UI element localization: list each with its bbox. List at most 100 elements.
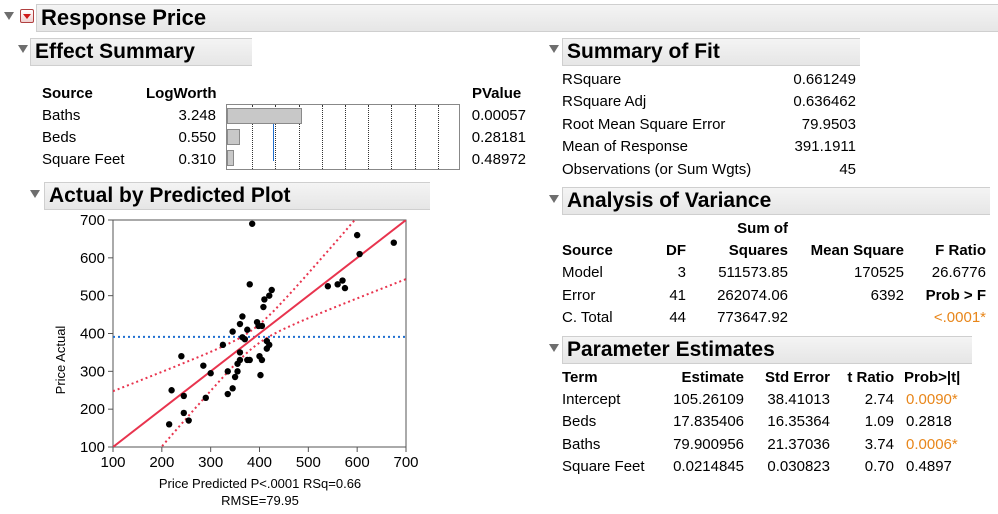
x-tick-label: 100: [100, 454, 125, 471]
data-point: [258, 322, 266, 330]
logworth-bar: [227, 129, 240, 145]
data-point: [244, 326, 251, 333]
data-point: [248, 220, 256, 227]
effect-pvalue: 0.48972: [471, 151, 526, 168]
y-axis-label: Price Actual: [53, 326, 68, 395]
data-point: [258, 356, 266, 364]
anova-header-ss-top[interactable]: Sum of: [737, 220, 788, 237]
collapse-triangle-icon[interactable]: [30, 190, 40, 198]
anova-df: 41: [669, 287, 686, 304]
anova-header-df[interactable]: DF: [666, 242, 686, 259]
anova-prob-f-label: Prob > F: [925, 287, 986, 304]
fit-label: RSquare: [562, 71, 622, 88]
fit-value: 45: [839, 161, 856, 178]
data-point: [261, 296, 268, 303]
logworth-gridline: [414, 105, 416, 169]
pe-header-term[interactable]: Term: [562, 369, 598, 386]
collapse-triangle-icon[interactable]: [18, 45, 28, 53]
pe-std-error: 16.35364: [767, 413, 830, 430]
x-axis-label: Price Predicted P<.0001 RSq=0.66: [159, 476, 361, 491]
col-header-logworth[interactable]: LogWorth: [146, 85, 217, 102]
effect-pvalue: 0.00057: [471, 107, 526, 124]
report-title: Response Price: [36, 4, 998, 32]
data-point: [229, 385, 236, 392]
anova-source: Error: [562, 287, 596, 304]
pe-prob: 0.2818: [906, 413, 952, 430]
logworth-gridline: [252, 105, 254, 169]
summary-of-fit-title: Summary of Fit: [562, 38, 860, 66]
pe-t-ratio: 2.74: [864, 391, 894, 408]
collapse-triangle-icon[interactable]: [549, 45, 559, 53]
data-point: [241, 335, 249, 343]
data-point: [324, 283, 332, 290]
data-point: [266, 292, 273, 299]
fit-label: Mean of Response: [562, 138, 688, 155]
anova-header-f[interactable]: F Ratio: [935, 242, 986, 259]
anova-header-ss[interactable]: Squares: [728, 242, 788, 259]
pe-term: Intercept: [562, 391, 621, 408]
effect-source[interactable]: Beds: [42, 129, 77, 146]
pe-std-error: 0.030823: [767, 458, 830, 475]
logworth-gridline: [298, 105, 300, 169]
fit-value: 0.636462: [793, 93, 856, 110]
x-tick-label: 400: [247, 454, 272, 471]
collapse-triangle-icon[interactable]: [4, 12, 14, 20]
data-point: [200, 362, 207, 369]
collapse-triangle-icon[interactable]: [549, 344, 559, 352]
data-point: [180, 409, 188, 417]
fit-value: 391.1911: [794, 138, 856, 155]
collapse-triangle-icon[interactable]: [549, 195, 559, 203]
col-header-pvalue[interactable]: PValue: [472, 85, 522, 102]
pe-prob: 0.0006*: [906, 436, 958, 453]
y-tick-label: 100: [80, 439, 105, 456]
x-tick-label: 700: [393, 454, 418, 471]
logworth-bar: [227, 108, 303, 124]
data-point: [231, 373, 239, 381]
plot-content: [113, 220, 406, 447]
x-tick-label: 600: [345, 454, 370, 471]
pe-prob: 0.4897: [906, 458, 952, 475]
y-tick-label: 700: [80, 212, 105, 229]
logworth-gridline: [275, 105, 277, 169]
pe-estimate: 105.26109: [673, 391, 744, 408]
anova-header-ms[interactable]: Mean Square: [810, 242, 904, 259]
effect-logworth: 0.310: [178, 151, 216, 168]
effect-source[interactable]: Square Feet: [42, 151, 125, 168]
data-point: [236, 349, 244, 356]
anova-ms: 170525: [853, 264, 904, 281]
pe-term: Beds: [562, 413, 597, 430]
fit-value: 0.661249: [793, 71, 856, 88]
logworth-bar-panel: [226, 104, 460, 170]
anova-ms: 6392: [870, 287, 904, 304]
effect-source[interactable]: Baths: [42, 107, 81, 124]
pe-estimate: 0.0214845: [673, 458, 744, 475]
y-tick-label: 600: [80, 250, 105, 267]
data-point: [266, 341, 273, 349]
data-point: [202, 394, 209, 402]
fit-line: [113, 220, 406, 447]
data-point: [239, 313, 246, 320]
pe-header-t-ratio[interactable]: t Ratio: [847, 369, 894, 386]
anova-ss: 511573.85: [718, 264, 788, 281]
data-point: [236, 356, 244, 364]
anova-header-source[interactable]: Source: [562, 242, 613, 259]
pe-term: Baths: [562, 436, 601, 453]
anova-f: 26.6776: [931, 264, 986, 281]
effect-logworth: 3.248: [178, 107, 216, 124]
pe-t-ratio: 1.09: [864, 413, 894, 430]
y-tick-label: 300: [80, 363, 105, 380]
data-point: [341, 284, 349, 292]
data-point: [229, 328, 236, 335]
y-tick-label: 200: [80, 401, 105, 418]
pe-header-std-error[interactable]: Std Error: [764, 369, 830, 386]
pe-std-error: 38.41013: [767, 391, 830, 408]
x-tick-label: 500: [296, 454, 321, 471]
col-header-source[interactable]: Source: [42, 85, 93, 102]
pe-std-error: 21.37036: [767, 436, 830, 453]
logworth-gridline: [345, 105, 346, 169]
pe-header-prob[interactable]: Prob>|t|: [904, 369, 961, 386]
red-triangle-menu-icon[interactable]: [20, 9, 34, 23]
fit-label: Observations (or Sum Wgts): [562, 161, 752, 178]
pe-header-estimate[interactable]: Estimate: [681, 369, 744, 386]
data-point: [356, 250, 363, 258]
